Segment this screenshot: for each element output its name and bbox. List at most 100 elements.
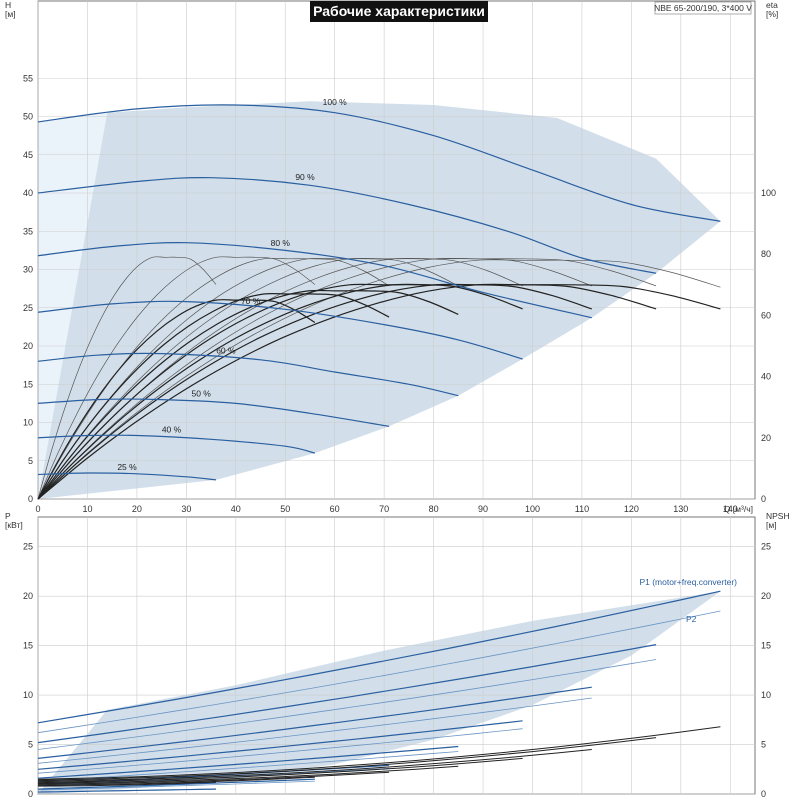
head-y-tick-label: 55 — [23, 73, 33, 83]
x-tick-label: 70 — [379, 504, 389, 514]
x-tick-label: 10 — [82, 504, 92, 514]
head-y-tick-label: 0 — [28, 494, 33, 504]
head-y-label: H — [5, 0, 11, 10]
npsh-y-tick-label: 0 — [761, 789, 766, 799]
head-y-tick-label: 5 — [28, 456, 33, 466]
head-y-tick-label: 25 — [23, 303, 33, 313]
npsh-curve — [37, 726, 721, 780]
power-y-tick-label: 5 — [28, 740, 33, 750]
npsh-y-tick-label: 20 — [761, 591, 771, 601]
head-y-tick-label: 50 — [23, 112, 33, 122]
x-tick-label: 100 — [525, 504, 540, 514]
eta-y-tick-label: 80 — [761, 249, 771, 259]
speed-curve-label: 25 % — [117, 462, 137, 472]
model-box — [654, 1, 752, 15]
eta-y-tick-label: 0 — [761, 494, 766, 504]
efficiency-curve-bold — [37, 299, 316, 500]
npsh-curve — [37, 737, 657, 781]
x-axis-label: Q [м³/ч] — [724, 504, 753, 514]
head-y-tick-label: 20 — [23, 341, 33, 351]
eta-y-tick-label: 40 — [761, 372, 771, 382]
x-tick-label: 40 — [231, 504, 241, 514]
p1-label: P1 (motor+freq.converter) — [639, 577, 737, 587]
power-y-tick-label: 0 — [28, 789, 33, 799]
head-y-tick-label: 40 — [23, 188, 33, 198]
speed-curve — [37, 398, 390, 427]
efficiency-curve-bold — [37, 283, 721, 500]
speed-curve — [37, 472, 217, 481]
eta-y-tick-label: 60 — [761, 310, 771, 320]
power-y-tick-label: 20 — [23, 591, 33, 601]
p1-curve — [37, 720, 523, 770]
npsh-y-tick-label: 25 — [761, 542, 771, 552]
x-tick-label: 50 — [280, 504, 290, 514]
speed-curve-label: 100 % — [323, 97, 348, 107]
power-y-unit: [кВт] — [5, 520, 23, 530]
npsh-curve — [37, 776, 315, 786]
npsh-y-tick-label: 15 — [761, 641, 771, 651]
power-y-tick-label: 10 — [23, 690, 33, 700]
head-y-tick-label: 45 — [23, 150, 33, 160]
x-tick-label: 90 — [478, 504, 488, 514]
npsh-curve — [37, 781, 217, 787]
head-y-tick-label: 35 — [23, 226, 33, 236]
p2-curve — [37, 728, 523, 774]
p1-curve — [37, 686, 592, 759]
speed-curve-label: 70 % — [241, 296, 261, 306]
p2-label: P2 — [686, 614, 697, 624]
p1-curve — [37, 788, 217, 793]
efficiency-curve — [37, 257, 390, 500]
efficiency-curve — [37, 256, 316, 500]
head-y-tick-label: 15 — [23, 379, 33, 389]
efficiency-curve — [37, 257, 657, 500]
x-tick-label: 130 — [673, 504, 688, 514]
x-tick-label: 80 — [429, 504, 439, 514]
speed-curve-label: 80 % — [271, 238, 291, 248]
x-tick-label: 30 — [181, 504, 191, 514]
p2-curve — [37, 780, 315, 791]
speed-curve-label: 50 % — [191, 388, 211, 398]
x-tick-label: 20 — [132, 504, 142, 514]
x-tick-label: 110 — [575, 504, 589, 514]
eta-y-unit: [%] — [766, 9, 778, 19]
p2-curve — [37, 659, 657, 750]
speed-curve — [37, 300, 523, 360]
npsh-y-tick-label: 5 — [761, 740, 766, 750]
x-tick-label: 140 — [723, 504, 738, 514]
p2-curve — [37, 697, 592, 764]
eta-y-tick-label: 20 — [761, 433, 771, 443]
p1-curve — [37, 745, 459, 779]
speed-curve — [37, 176, 657, 274]
npsh-y-unit: [м] — [766, 520, 777, 530]
npsh-curve — [37, 749, 592, 782]
x-tick-label: 120 — [624, 504, 639, 514]
speed-curve — [37, 352, 459, 397]
efficiency-curve — [37, 259, 721, 500]
x-tick-label: 60 — [330, 504, 340, 514]
npsh-y-tick-label: 10 — [761, 690, 771, 700]
p1-curve — [37, 644, 657, 744]
speed-curve-label: 90 % — [295, 172, 315, 182]
head-y-tick-label: 30 — [23, 265, 33, 275]
efficiency-curve-bold — [37, 289, 459, 500]
efficiency-curve — [37, 257, 523, 500]
head-operating-region — [38, 101, 721, 499]
speed-curve — [37, 104, 721, 222]
power-y-tick-label: 15 — [23, 641, 33, 651]
npsh-y-label: NPSH — [766, 511, 790, 521]
power-y-tick-label: 25 — [23, 542, 33, 552]
efficiency-curve-bold — [37, 292, 390, 500]
speed-curve — [37, 434, 316, 454]
speed-curve-label: 40 % — [162, 424, 182, 434]
efficiency-curve-bold — [37, 283, 592, 500]
p1-curve — [37, 778, 315, 790]
x-tick-label: 0 — [35, 504, 40, 514]
chart-title: Рабочие характеристики — [313, 3, 485, 19]
p2-curve — [37, 751, 459, 782]
npsh-curve — [37, 765, 459, 784]
head-y-unit: [м] — [5, 9, 16, 19]
p2-curve — [37, 610, 721, 734]
speed-curve-label: 60 % — [216, 346, 236, 356]
eta-y-tick-label: 100 — [761, 188, 776, 198]
